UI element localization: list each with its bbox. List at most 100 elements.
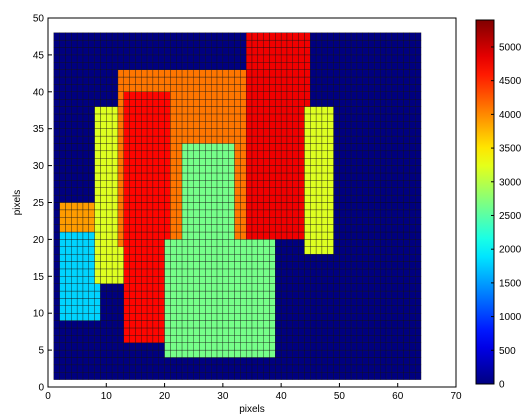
heatmap-cell bbox=[164, 320, 171, 329]
heatmap-cell bbox=[141, 276, 148, 284]
heatmap-cell bbox=[152, 62, 159, 70]
heatmap-cell bbox=[240, 99, 247, 107]
heatmap-cell bbox=[368, 290, 375, 299]
heatmap-cell bbox=[298, 246, 305, 255]
heatmap-cell bbox=[228, 128, 235, 137]
heatmap-cell bbox=[100, 106, 107, 115]
heatmap-cell bbox=[304, 320, 311, 329]
heatmap-cell bbox=[88, 335, 95, 343]
heatmap-cell bbox=[59, 231, 66, 240]
heatmap-cell bbox=[76, 320, 84, 329]
heatmap-cell bbox=[187, 209, 194, 218]
heatmap-cell bbox=[415, 357, 422, 366]
heatmap-cell bbox=[170, 246, 177, 255]
heatmap-cell bbox=[170, 261, 177, 270]
heatmap-cell bbox=[111, 202, 119, 211]
y-tick-label: 10 bbox=[33, 309, 45, 320]
heatmap-cell bbox=[327, 335, 334, 343]
heatmap-cell bbox=[199, 172, 206, 181]
heatmap-cell bbox=[158, 106, 165, 115]
heatmap-cell bbox=[53, 209, 60, 218]
heatmap-cell bbox=[292, 224, 299, 233]
heatmap-cell bbox=[181, 320, 189, 329]
heatmap-cell bbox=[350, 62, 358, 70]
heatmap-cell bbox=[164, 143, 171, 152]
heatmap-cell bbox=[228, 342, 235, 351]
heatmap-cell bbox=[391, 143, 398, 152]
heatmap-cell bbox=[216, 113, 224, 122]
heatmap-cell bbox=[257, 91, 264, 100]
heatmap-cell bbox=[123, 143, 130, 152]
heatmap-cell bbox=[321, 187, 328, 196]
heatmap-cell bbox=[82, 224, 89, 233]
heatmap-cell bbox=[403, 239, 410, 247]
heatmap-cell bbox=[269, 327, 276, 336]
heatmap-cell bbox=[403, 158, 410, 166]
heatmap-cell bbox=[304, 128, 311, 137]
heatmap-cell bbox=[356, 253, 363, 262]
heatmap-cell bbox=[222, 364, 229, 373]
heatmap-cell bbox=[269, 54, 276, 63]
heatmap-cell bbox=[199, 268, 206, 277]
heatmap-cell bbox=[374, 99, 381, 107]
heatmap-cell bbox=[345, 253, 352, 262]
heatmap-cell bbox=[269, 158, 276, 166]
heatmap-cell bbox=[339, 202, 346, 211]
heatmap-cell bbox=[292, 180, 299, 188]
heatmap-cell bbox=[368, 158, 375, 166]
heatmap-cell bbox=[315, 298, 323, 306]
heatmap-cell bbox=[205, 187, 212, 196]
heatmap-cell bbox=[263, 202, 270, 211]
heatmap-cell bbox=[181, 305, 189, 314]
heatmap-cell bbox=[53, 76, 60, 85]
heatmap-cell bbox=[345, 239, 352, 247]
heatmap-cell bbox=[403, 135, 410, 144]
heatmap-cell bbox=[280, 217, 288, 225]
heatmap-cell bbox=[251, 357, 259, 366]
heatmap-cell bbox=[187, 135, 194, 144]
heatmap-cell bbox=[199, 335, 206, 343]
heatmap-cell bbox=[228, 150, 235, 159]
heatmap-cell bbox=[263, 320, 270, 329]
heatmap-cell bbox=[374, 135, 381, 144]
heatmap-cell bbox=[356, 357, 363, 366]
heatmap-cell bbox=[53, 84, 60, 92]
heatmap-cell bbox=[222, 194, 229, 203]
heatmap-cell bbox=[415, 128, 422, 137]
heatmap-cell bbox=[71, 276, 78, 284]
heatmap-cell bbox=[251, 150, 259, 159]
heatmap-cell bbox=[123, 342, 130, 351]
heatmap-cell bbox=[415, 194, 422, 203]
heatmap-cell bbox=[117, 106, 124, 115]
heatmap-cell bbox=[106, 128, 113, 137]
heatmap-cell bbox=[257, 298, 264, 306]
heatmap-cell bbox=[350, 113, 358, 122]
heatmap-cell bbox=[100, 158, 107, 166]
heatmap-cell bbox=[257, 372, 264, 380]
heatmap-cell bbox=[315, 187, 323, 196]
heatmap-cell bbox=[76, 276, 84, 284]
heatmap-cell bbox=[251, 217, 259, 225]
heatmap-cell bbox=[391, 327, 398, 336]
heatmap-cell bbox=[205, 76, 212, 85]
heatmap-cell bbox=[269, 84, 276, 92]
heatmap-cell bbox=[292, 143, 299, 152]
heatmap-cell bbox=[94, 128, 101, 137]
heatmap-cell bbox=[362, 180, 369, 188]
heatmap-cell bbox=[100, 246, 107, 255]
heatmap-cell bbox=[380, 327, 387, 336]
heatmap-cell bbox=[176, 231, 183, 240]
heatmap-cell bbox=[199, 165, 206, 174]
heatmap-cell bbox=[409, 372, 416, 380]
heatmap-cell bbox=[321, 342, 328, 351]
heatmap-cell bbox=[135, 150, 142, 159]
heatmap-cell bbox=[76, 32, 84, 41]
heatmap-cell bbox=[181, 99, 189, 107]
heatmap-cell bbox=[292, 165, 299, 174]
heatmap-cell bbox=[304, 268, 311, 277]
heatmap-cell bbox=[170, 39, 177, 48]
heatmap-cell bbox=[391, 135, 398, 144]
heatmap-cell bbox=[176, 143, 183, 152]
heatmap-cell bbox=[368, 231, 375, 240]
heatmap-cell bbox=[158, 172, 165, 181]
